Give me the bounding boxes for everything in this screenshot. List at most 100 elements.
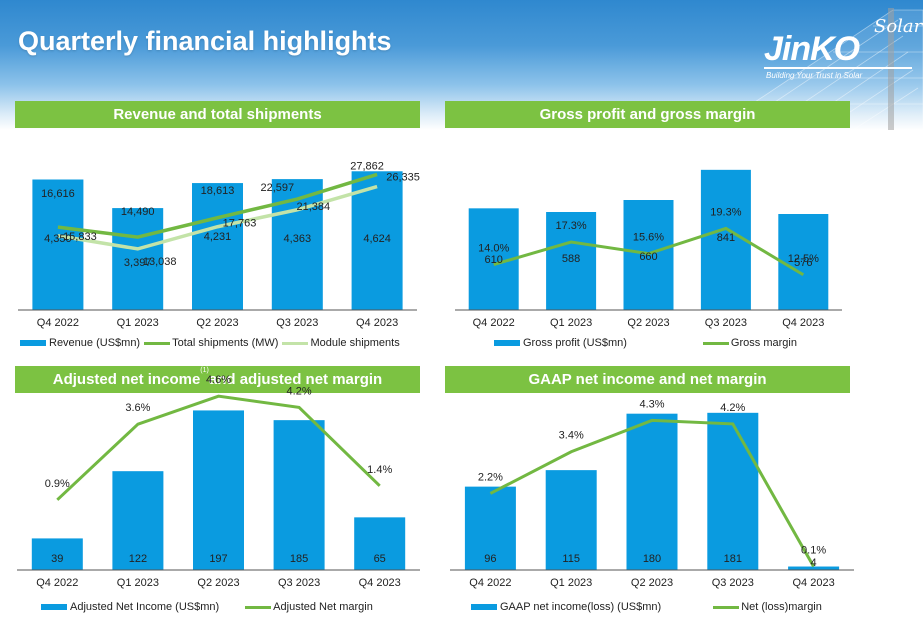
- label-module-shipments: 17,763: [223, 218, 257, 230]
- label-margin: 3.4%: [559, 430, 584, 442]
- bar-gross: [546, 212, 597, 310]
- legend-swatch-line: [702, 341, 729, 345]
- label-module-shipments: 26,335: [386, 172, 420, 184]
- label-total-shipments: 22,597: [260, 182, 294, 194]
- label-revenue: 4,363: [284, 233, 312, 245]
- label-bar-value: 96: [484, 553, 496, 565]
- label-total-shipments: 14,490: [121, 206, 155, 218]
- x-tick-label: Q1 2023: [550, 577, 592, 589]
- adjusted-chart: Q4 2022 Q1 2023 Q2 2023 Q3 2023 Q4 2023 0.9% 3…: [17, 374, 420, 589]
- legend-swatch-line: [245, 605, 272, 609]
- label-module-shipments: 15,833: [63, 231, 97, 243]
- footnote-marker: (1): [200, 367, 209, 374]
- bar-gaap: [788, 566, 840, 570]
- x-tick-label: Q4 2023: [359, 577, 401, 589]
- legend-adjusted-income: Adjusted Net Income (US$mn): [41, 601, 219, 613]
- company-logo: Solar JinKO Building Your Trust in Solar: [762, 14, 922, 84]
- adjusted-legend: Adjusted Net Income (US$mn) Adjusted Net…: [41, 601, 373, 613]
- legend-adjusted-margin: Adjusted Net margin: [245, 601, 373, 613]
- logo-script: Solar: [874, 16, 923, 37]
- bar-gaap: [464, 486, 516, 570]
- legend-swatch-bar: [471, 604, 497, 610]
- label-bar-value: 4: [811, 557, 817, 569]
- bar-gross: [778, 214, 829, 310]
- bar-adjusted: [31, 538, 83, 570]
- label-margin: 0.1%: [801, 545, 826, 557]
- x-tick-label: Q2 2023: [631, 577, 673, 589]
- bar-adjusted: [112, 471, 164, 570]
- gross-legend: Gross profit (US$mn) Gross margin: [494, 337, 797, 349]
- label-total-shipments: 18,613: [201, 185, 235, 197]
- label-margin: 4.2%: [287, 385, 312, 397]
- legend-module-shipments: Module shipments: [278, 337, 400, 349]
- legend-gross-profit: Gross profit (US$mn): [494, 337, 627, 349]
- bar-revenue: [271, 179, 323, 310]
- adjusted-title-rest: and adjusted net margin: [208, 371, 383, 388]
- legend-swatch-line: [144, 341, 171, 345]
- label-margin: 12.5%: [788, 253, 819, 265]
- x-tick-label: Q4 2023: [782, 317, 824, 329]
- legend-net-margin: Net (loss)margin: [713, 601, 822, 613]
- label-margin: 19.3%: [710, 206, 741, 218]
- line-margin: [493, 226, 805, 277]
- label-bar-value: 181: [724, 553, 742, 565]
- x-tick-label: Q4 2022: [37, 317, 79, 329]
- x-tick-label: Q4 2022: [469, 577, 511, 589]
- label-revenue: 4,231: [204, 231, 232, 243]
- adjusted-title-main: Adjusted net income: [52, 371, 201, 388]
- label-bar-value: 65: [374, 553, 386, 565]
- gaap-chart: Q4 2022 Q1 2023 Q2 2023 Q3 2023 Q4 2023 2.2% 3…: [450, 398, 854, 589]
- bar-adjusted: [273, 420, 325, 570]
- x-tick-label: Q1 2023: [117, 577, 159, 589]
- bar-revenue: [112, 208, 164, 310]
- revenue-chart: Q4 2022 Q1 2023 Q2 2023 Q3 2023 Q4 2023 16,61…: [18, 160, 420, 329]
- x-tick-label: Q4 2022: [36, 577, 78, 589]
- legend-swatch-bar: [494, 340, 520, 346]
- label-margin: 3.6%: [125, 402, 150, 414]
- logo-divider: [764, 67, 912, 69]
- bar-gaap: [626, 413, 678, 570]
- label-bar-value: 122: [129, 553, 147, 565]
- line-total-shipments: [57, 172, 378, 239]
- logo-wordmark: JinKO: [764, 30, 860, 68]
- x-tick-label: Q2 2023: [197, 577, 239, 589]
- solar-panel-image: [712, 8, 923, 130]
- x-tick-label: Q4 2023: [356, 317, 398, 329]
- label-bar-value: 115: [562, 553, 580, 565]
- x-tick-label: Q3 2023: [278, 577, 320, 589]
- revenue-legend: Revenue (US$mn) Total shipments (MW) Mod…: [20, 337, 400, 349]
- label-bar-value: 660: [639, 251, 657, 263]
- bar-gaap: [707, 412, 759, 570]
- label-revenue: 3,397: [124, 257, 152, 269]
- bar-adjusted: [193, 410, 244, 570]
- legend-swatch-bar: [41, 604, 67, 610]
- gaap-section-title: GAAP net income and net margin: [445, 366, 850, 393]
- adjusted-section-title: Adjusted net income(1)and adjusted net m…: [15, 366, 420, 393]
- legend-gaap-income: GAAP net income(loss) (US$mn): [471, 601, 661, 613]
- gaap-legend: GAAP net income(loss) (US$mn) Net (loss)…: [471, 601, 822, 613]
- legend-swatch-line: [282, 341, 309, 345]
- label-margin: 1.4%: [367, 464, 392, 476]
- gross-chart: Q4 2022 Q1 2023 Q2 2023 Q3 2023 Q4 2023 14.0%…: [455, 169, 842, 329]
- label-total-shipments: 27,862: [350, 160, 384, 172]
- label-margin: 4.3%: [639, 398, 664, 410]
- legend-swatch-line: [713, 605, 740, 609]
- bar-adjusted: [354, 517, 406, 570]
- legend-gross-margin: Gross margin: [702, 337, 797, 349]
- label-total-shipments: 16,616: [41, 188, 75, 200]
- bar-revenue: [32, 179, 84, 310]
- x-tick-label: Q4 2023: [792, 577, 834, 589]
- label-margin: 14.0%: [478, 243, 509, 255]
- legend-swatch-bar: [20, 340, 46, 346]
- label-bar-value: 185: [290, 553, 308, 565]
- label-bar-value: 610: [485, 254, 503, 266]
- x-tick-label: Q3 2023: [705, 317, 747, 329]
- label-margin: 4.6%: [206, 374, 231, 386]
- label-margin: 2.2%: [478, 471, 503, 483]
- label-margin: 4.2%: [720, 402, 745, 414]
- page-title: Quarterly financial highlights: [18, 26, 392, 56]
- x-tick-label: Q2 2023: [627, 317, 669, 329]
- label-bar-value: 588: [562, 253, 580, 265]
- label-revenue: 4,350: [44, 233, 72, 245]
- label-module-shipments: 13,038: [143, 256, 177, 268]
